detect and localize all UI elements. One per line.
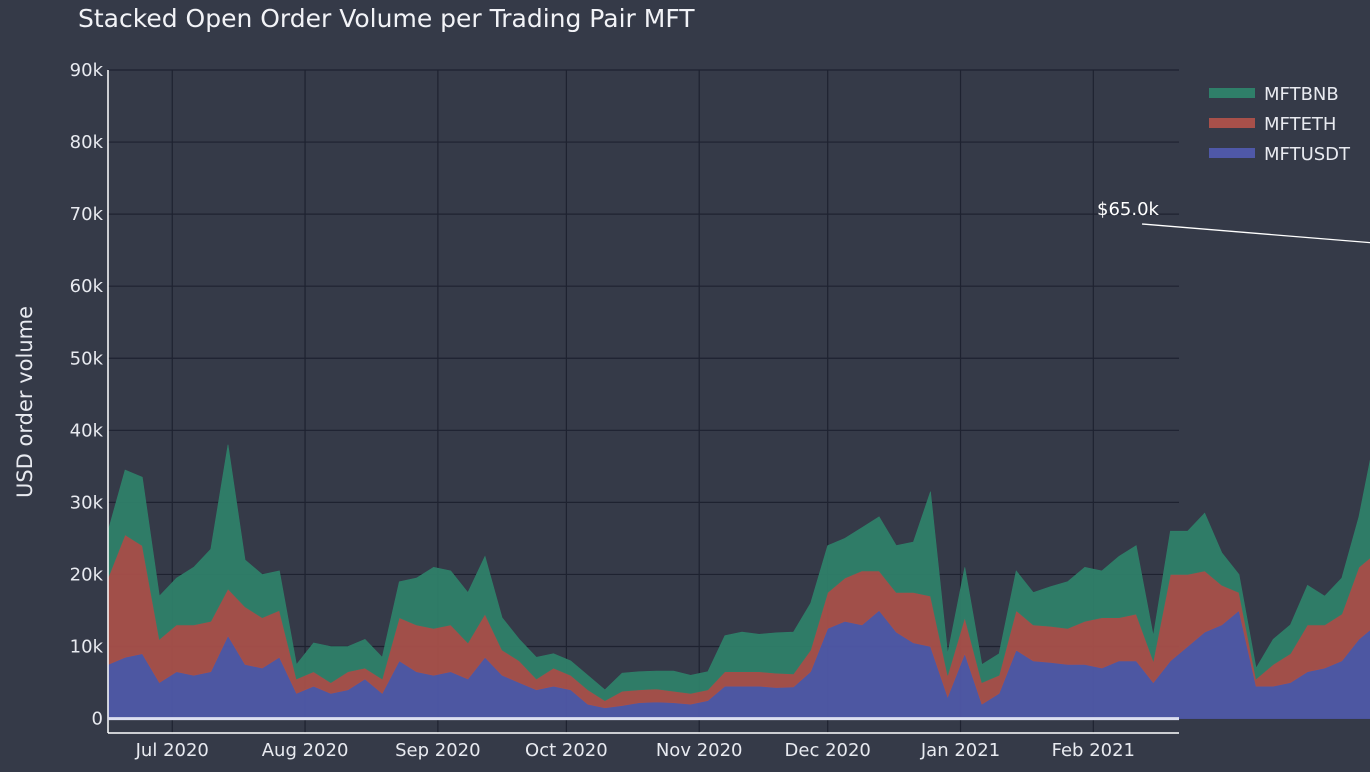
legend-item-mftbnb[interactable]: MFTBNB <box>1209 84 1339 105</box>
y-tick-label: 60k <box>70 276 104 297</box>
y-tick-label: 80k <box>70 132 104 153</box>
x-tick-label: Aug 2020 <box>262 740 349 761</box>
annotation-label: $65.0k <box>1097 199 1160 220</box>
y-tick-label: 20k <box>70 564 104 585</box>
y-tick-label: 40k <box>70 420 104 441</box>
y-tick-label: 30k <box>70 492 104 513</box>
y-axis-title: USD order volume <box>13 306 37 498</box>
x-tick-label: Oct 2020 <box>525 740 608 761</box>
axes: 0 10k 20k 30k 40k 50k 60k 70k 80k 90k Jul 2020 Aug … <box>13 60 1179 761</box>
legend-swatch <box>1209 148 1255 158</box>
legend-label: MFTETH <box>1264 114 1336 135</box>
chart-title: Stacked Open Order Volume per Trading Pa… <box>78 4 695 33</box>
x-tick-label: Dec 2020 <box>785 740 871 761</box>
y-tick-label: 50k <box>70 348 104 369</box>
annotation: $65.0k <box>1097 199 1370 244</box>
legend-swatch <box>1209 118 1255 128</box>
legend-label: MFTUSDT <box>1264 144 1351 165</box>
y-tick-label: 70k <box>70 204 104 225</box>
y-tick-label: 0 <box>92 709 103 730</box>
legend[interactable]: MFTBNB MFTETH MFTUSDT <box>1209 84 1351 165</box>
x-tick-label: Jan 2021 <box>920 740 1000 761</box>
y-tick-label: 90k <box>70 60 104 81</box>
x-tick-label: Feb 2021 <box>1052 740 1135 761</box>
legend-label: MFTBNB <box>1264 84 1339 105</box>
annotation-arrow-line <box>1141 223 1370 244</box>
legend-item-mfteth[interactable]: MFTETH <box>1209 114 1336 135</box>
x-tick-label: Jul 2020 <box>135 740 209 761</box>
x-tick-label: Nov 2020 <box>656 740 743 761</box>
x-tick-label: Sep 2020 <box>395 740 480 761</box>
legend-item-mftusdt[interactable]: MFTUSDT <box>1209 144 1351 165</box>
area-mftbnb <box>107 444 1370 701</box>
y-tick-label: 10k <box>70 637 104 658</box>
legend-swatch <box>1209 88 1255 98</box>
